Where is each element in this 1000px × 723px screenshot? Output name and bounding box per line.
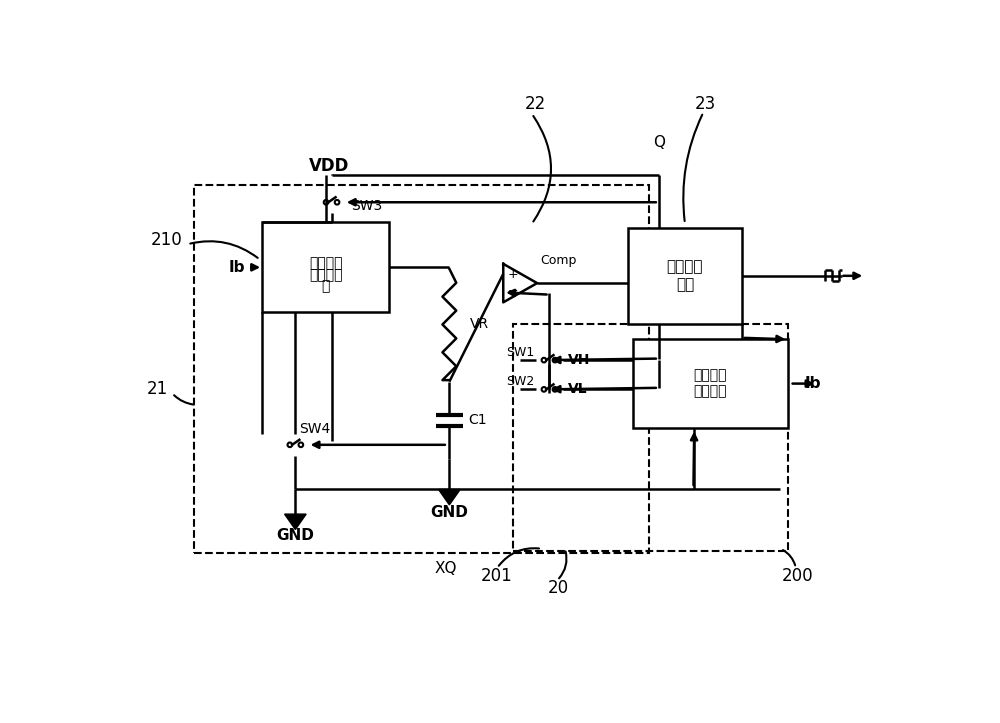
Text: Ib: Ib xyxy=(805,376,822,391)
Text: GND: GND xyxy=(430,505,468,520)
Text: 21: 21 xyxy=(146,380,168,398)
Text: 路: 路 xyxy=(322,280,330,294)
Text: 流产生电: 流产生电 xyxy=(309,268,343,282)
Text: 充放电电: 充放电电 xyxy=(309,257,343,270)
Text: C1: C1 xyxy=(469,413,487,427)
Text: Ib: Ib xyxy=(229,260,245,275)
Text: SW1: SW1 xyxy=(506,346,534,359)
Bar xyxy=(262,222,389,312)
Bar xyxy=(633,339,788,428)
Text: 20: 20 xyxy=(548,579,569,597)
Text: SW2: SW2 xyxy=(506,375,534,388)
Text: 22: 22 xyxy=(525,95,546,114)
Text: 逻辑控制
模块: 逻辑控制 模块 xyxy=(667,260,703,292)
Text: 23: 23 xyxy=(694,95,716,114)
Text: XQ: XQ xyxy=(434,560,457,576)
Text: Q: Q xyxy=(653,135,665,150)
Text: GND: GND xyxy=(276,529,314,543)
Text: VH: VH xyxy=(568,353,590,367)
Text: VR: VR xyxy=(470,317,489,332)
Polygon shape xyxy=(439,489,460,505)
Text: −: − xyxy=(507,285,518,298)
Bar xyxy=(194,185,649,552)
Polygon shape xyxy=(285,514,306,529)
Bar xyxy=(628,228,742,324)
Text: +: + xyxy=(507,268,518,281)
Text: SW4: SW4 xyxy=(299,422,330,437)
Text: 201: 201 xyxy=(481,567,513,585)
Bar xyxy=(512,324,788,551)
Text: 200: 200 xyxy=(782,567,813,585)
Text: SW3: SW3 xyxy=(351,199,382,213)
Text: 210: 210 xyxy=(151,231,183,249)
Text: Comp: Comp xyxy=(540,254,577,267)
Text: VDD: VDD xyxy=(309,157,349,175)
Text: 电压电流
产生电路: 电压电流 产生电路 xyxy=(694,369,727,398)
Text: VL: VL xyxy=(568,382,588,396)
